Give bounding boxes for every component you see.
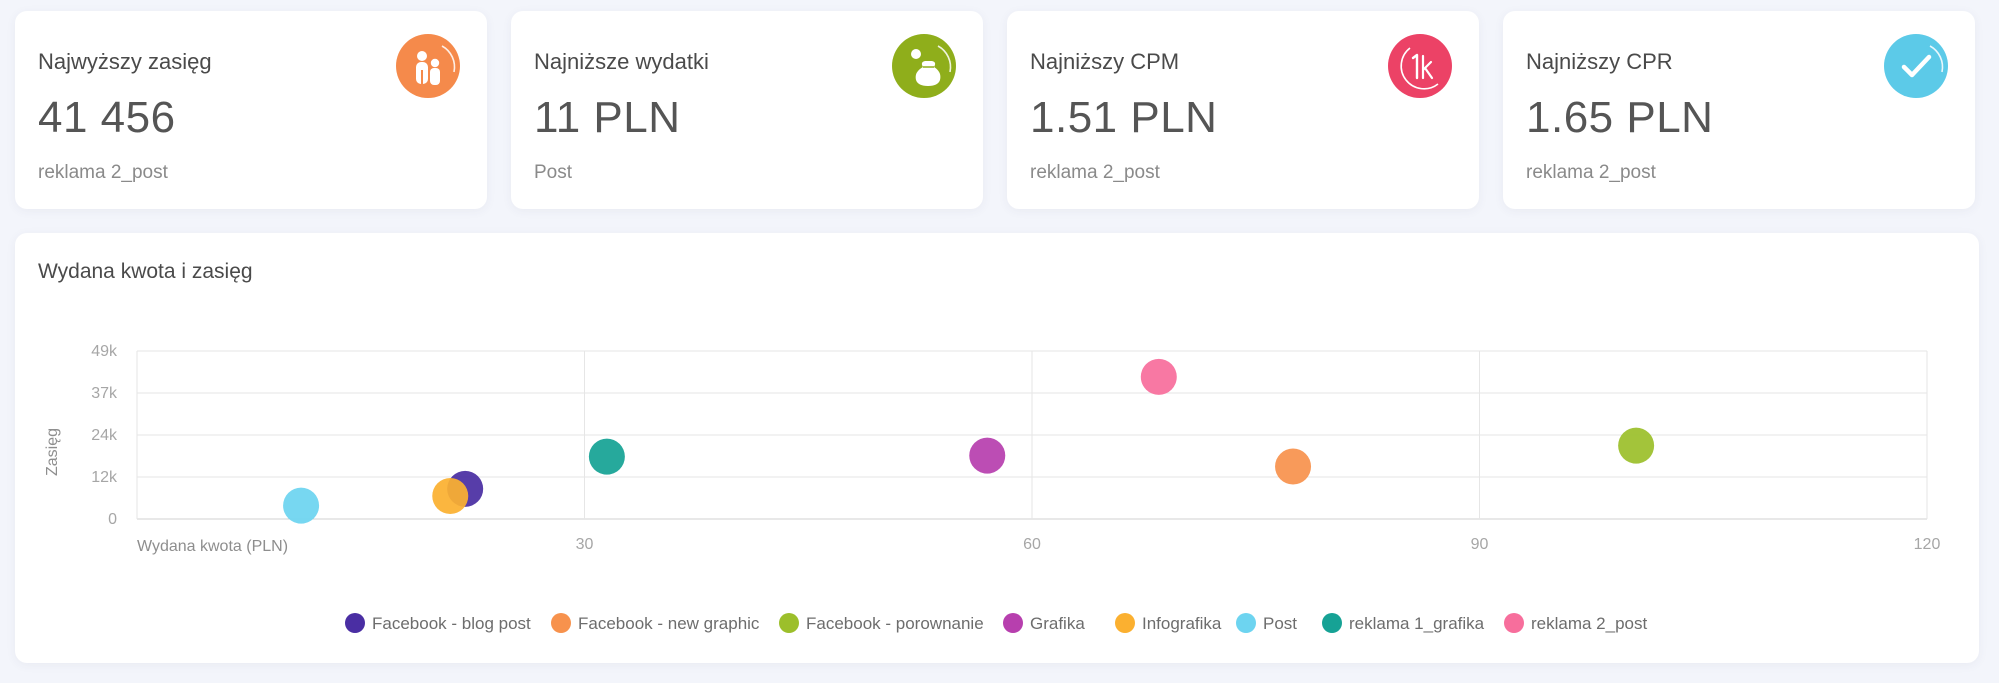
kpi-value: 1.65 PLN: [1526, 93, 1714, 142]
kpi-card-highest-reach: Najwyższy zasięg 41 456 reklama 2_post: [15, 11, 487, 209]
kpi-title: Najniższy CPM: [1030, 49, 1180, 74]
legend-marker: [1236, 613, 1256, 633]
legend-label: Facebook - new graphic: [578, 614, 760, 633]
kpi-title: Najniższe wydatki: [534, 49, 709, 74]
data-point: [1618, 427, 1655, 464]
kpi-value: 41 456: [38, 93, 176, 142]
kpi-card-lowest-spend: Najniższe wydatki 11 PLN Post: [511, 11, 983, 209]
legend-label: Post: [1263, 614, 1297, 633]
legend-label: Infografika: [1142, 614, 1222, 633]
kpi-card-lowest-cpr: Najniższy CPR 1.65 PLN reklama 2_post: [1503, 11, 1975, 209]
legend-label: reklama 2_post: [1531, 614, 1648, 633]
legend-marker: [345, 613, 365, 633]
y-axis-label: Zasięg: [44, 428, 61, 476]
kpi-value: 11 PLN: [534, 93, 681, 142]
legend-label: reklama 1_grafika: [1349, 614, 1485, 633]
y-tick-label: 12k: [91, 469, 118, 486]
y-tick-label: 37k: [91, 385, 118, 402]
x-tick-label: 30: [576, 536, 594, 553]
chart-card: Wydana kwota i zasięg 0 12k 24k 37k 49k 30 60 9…: [15, 233, 1979, 663]
chart-title: Wydana kwota i zasięg: [38, 260, 253, 283]
people-icon: [396, 34, 460, 98]
legend-label: Facebook - porownanie: [806, 614, 984, 633]
x-tick-label: 60: [1023, 536, 1041, 553]
check-icon: [1884, 34, 1948, 98]
kpi-subtitle: reklama 2_post: [1526, 162, 1656, 183]
legend-marker: [779, 613, 799, 633]
money-bag-icon: [892, 34, 956, 98]
legend-marker: [551, 613, 571, 633]
kpi-card-lowest-cpm: Najniższy CPM 1.51 PLN reklama 2_post: [1007, 11, 1479, 209]
y-tick-label: 49k: [91, 343, 118, 360]
x-tick-label: 120: [1914, 536, 1941, 553]
kpi-subtitle: Post: [534, 162, 573, 183]
legend-label: Facebook - blog post: [372, 614, 531, 633]
x-axis-label: Wydana kwota (PLN): [137, 538, 288, 555]
data-point: [1275, 448, 1312, 485]
scatter-chart: 0 12k 24k 37k 49k 30 60 90 120 Wydana kwota (PLN)…: [44, 343, 1941, 633]
1k-icon: [1388, 34, 1452, 98]
data-point: [588, 438, 625, 475]
legend-marker: [1322, 613, 1342, 633]
kpi-subtitle: reklama 2_post: [1030, 162, 1160, 183]
data-point: [1140, 358, 1177, 395]
legend-marker: [1003, 613, 1023, 633]
kpi-title: Najwyższy zasięg: [38, 49, 212, 74]
kpi-subtitle: reklama 2_post: [38, 162, 168, 183]
legend-label: Grafika: [1030, 614, 1085, 633]
y-tick-label: 0: [108, 511, 117, 528]
data-point: [432, 478, 469, 515]
data-point: [283, 487, 320, 524]
x-tick-label: 90: [1471, 536, 1489, 553]
y-tick-label: 24k: [91, 427, 118, 444]
kpi-title: Najniższy CPR: [1526, 49, 1673, 74]
kpi-value: 1.51 PLN: [1030, 93, 1218, 142]
legend-marker: [1115, 613, 1135, 633]
data-point: [969, 437, 1006, 474]
legend-marker: [1504, 613, 1524, 633]
